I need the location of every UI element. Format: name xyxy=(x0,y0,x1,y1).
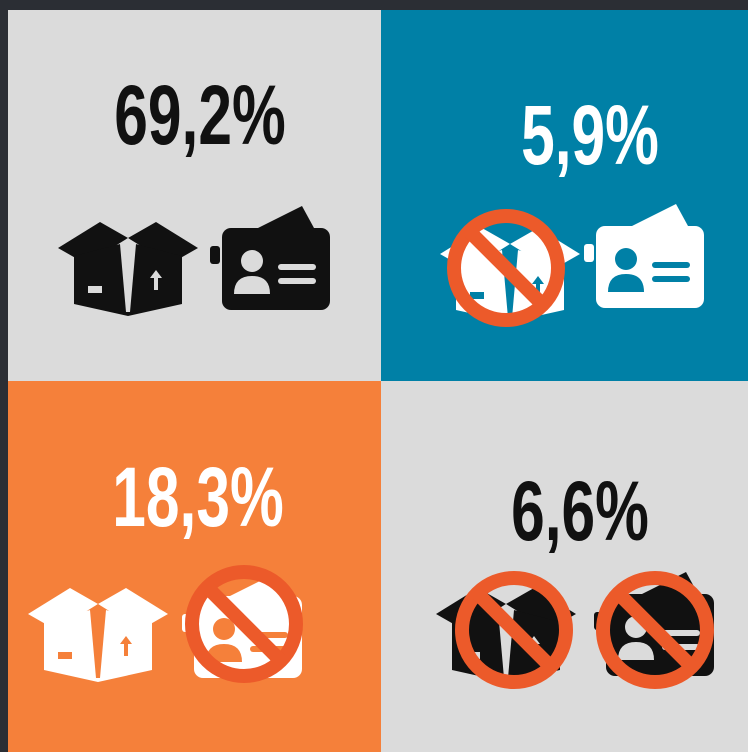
prohibition-sign xyxy=(447,209,565,327)
percentage: 69,2% xyxy=(114,68,285,162)
percentage: 18,3% xyxy=(112,450,283,544)
percentage: 5,9% xyxy=(521,88,659,182)
panel xyxy=(8,381,381,752)
panel xyxy=(381,10,748,381)
prohibition-sign xyxy=(455,571,573,689)
prohibition-sign xyxy=(185,565,303,683)
panel xyxy=(381,381,748,752)
panel xyxy=(8,10,381,381)
prohibition-sign xyxy=(596,571,714,689)
percentage: 6,6% xyxy=(511,464,649,558)
